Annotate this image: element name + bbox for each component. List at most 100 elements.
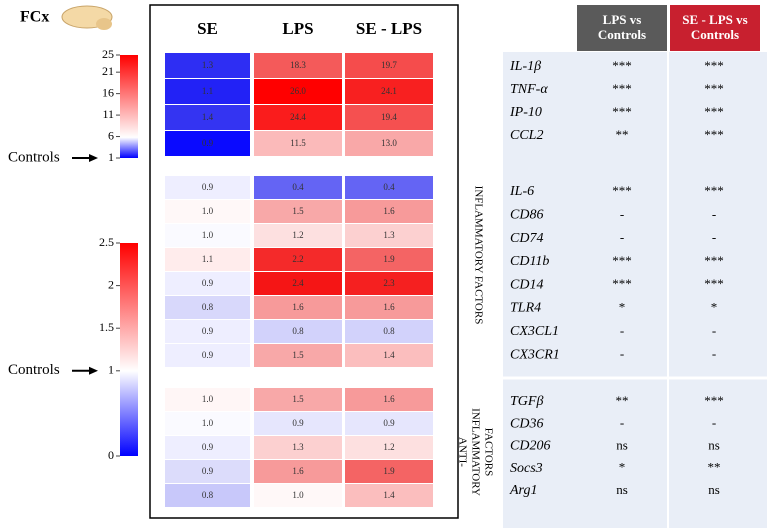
significance: ns <box>616 482 628 497</box>
cell-label: 0.8 <box>202 490 214 500</box>
column-header: SE - LPS vs Controls <box>670 5 760 51</box>
significance: *** <box>612 253 632 268</box>
tick-label: 2 <box>108 277 114 291</box>
cell-label: 11.5 <box>290 138 306 148</box>
cell-label: 1.4 <box>383 490 395 500</box>
gene-label: CD74 <box>510 231 543 246</box>
significance: *** <box>612 58 632 73</box>
cell-label: 0.9 <box>202 350 214 360</box>
gene-label: CD11b <box>510 254 549 269</box>
significance: ns <box>616 437 628 452</box>
heatmap-cell <box>345 296 433 319</box>
section-label: INFLAMMATORY FACTORS <box>472 186 484 325</box>
cell-label: 0.8 <box>383 326 395 336</box>
heatmap-cell <box>345 388 433 411</box>
cell-label: 1.0 <box>292 490 304 500</box>
chart-title: FCx <box>20 9 49 26</box>
significance: *** <box>704 104 724 119</box>
cell-label: 0.9 <box>202 182 214 192</box>
gene-label: CCL2 <box>510 128 543 143</box>
cell-label: 24.1 <box>381 86 397 96</box>
significance: *** <box>612 183 632 198</box>
colorbar <box>120 243 138 456</box>
gene-label: CX3CR1 <box>510 347 560 362</box>
significance: - <box>712 206 716 221</box>
heatmap-cell <box>254 176 342 199</box>
significance: - <box>620 415 624 430</box>
cell-label: 1.6 <box>292 466 304 476</box>
significance: ** <box>616 127 629 142</box>
heatmap-cell <box>345 320 433 343</box>
cell-label: 2.3 <box>383 278 395 288</box>
heatmap-cell <box>254 131 342 156</box>
significance: *** <box>704 183 724 198</box>
cell-label: 1.4 <box>202 112 214 122</box>
heatmap-cell <box>165 200 250 223</box>
cell-label: 0.9 <box>202 138 214 148</box>
significance: - <box>620 230 624 245</box>
cell-label: 19.7 <box>381 60 397 70</box>
section-label: FACTORS <box>482 428 494 477</box>
gene-label: CD86 <box>510 208 543 223</box>
heatmap-cell <box>345 224 433 247</box>
heatmap-cell <box>254 105 342 130</box>
cell-label: 26.0 <box>290 86 306 96</box>
tick-label: 1 <box>108 363 114 377</box>
heatmap-cell <box>345 248 433 271</box>
heatmap-cell <box>165 131 250 156</box>
cell-label: 0.8 <box>202 302 214 312</box>
cell-label: 1.9 <box>383 254 395 264</box>
significance: - <box>712 323 716 338</box>
heatmap-cell <box>254 320 342 343</box>
tick-label: 11 <box>102 107 114 121</box>
heatmap-cell <box>345 176 433 199</box>
cell-label: 1.6 <box>383 206 395 216</box>
heatmap-cell <box>345 436 433 459</box>
column-label: SE <box>197 19 218 38</box>
significance: - <box>712 415 716 430</box>
gene-label: TGFβ <box>510 394 543 409</box>
gene-label: TLR4 <box>510 301 541 316</box>
significance: *** <box>612 104 632 119</box>
significance: *** <box>704 393 724 408</box>
tick-label: 21 <box>102 64 114 78</box>
cell-label: 1.2 <box>292 230 303 240</box>
tick-label: 1.5 <box>99 320 114 334</box>
brain-icon <box>96 18 112 30</box>
heatmap-cell <box>345 344 433 367</box>
cell-label: 1.9 <box>383 466 395 476</box>
significance: *** <box>704 276 724 291</box>
heatmap-cell <box>165 296 250 319</box>
cell-label: 1.1 <box>202 254 213 264</box>
heatmap-cell <box>345 131 433 156</box>
cell-label: 13.0 <box>381 138 397 148</box>
significance: - <box>620 206 624 221</box>
heatmap-cell <box>254 79 342 104</box>
cell-label: 0.9 <box>202 326 214 336</box>
gene-label: CX3CL1 <box>510 324 559 339</box>
heatmap-cell <box>345 200 433 223</box>
heatmap-cell <box>254 412 342 435</box>
cell-label: 0.8 <box>292 326 304 336</box>
tick-label: 25 <box>102 47 114 61</box>
significance: *** <box>704 58 724 73</box>
column-header: LPS vs Controls <box>577 5 667 51</box>
heatmap-cell <box>345 105 433 130</box>
heatmap-cell <box>254 344 342 367</box>
annotation-arrowhead <box>89 366 98 375</box>
cell-label: 1.5 <box>292 394 304 404</box>
significance: * <box>619 299 626 314</box>
annotation-label: Controls <box>8 149 60 165</box>
tick-label: 0 <box>108 448 114 462</box>
heatmap-cell <box>254 248 342 271</box>
heatmap-cell <box>254 436 342 459</box>
heatmap-cell <box>345 272 433 295</box>
cell-label: 0.4 <box>383 182 395 192</box>
cell-label: 1.0 <box>202 418 214 428</box>
significance: ** <box>708 460 721 475</box>
heatmap-cell <box>345 53 433 78</box>
section-label: INFLAMMATORY <box>469 408 481 496</box>
cell-label: 1.0 <box>202 206 214 216</box>
heatmap-cell <box>254 272 342 295</box>
cell-label: 1.3 <box>383 230 395 240</box>
